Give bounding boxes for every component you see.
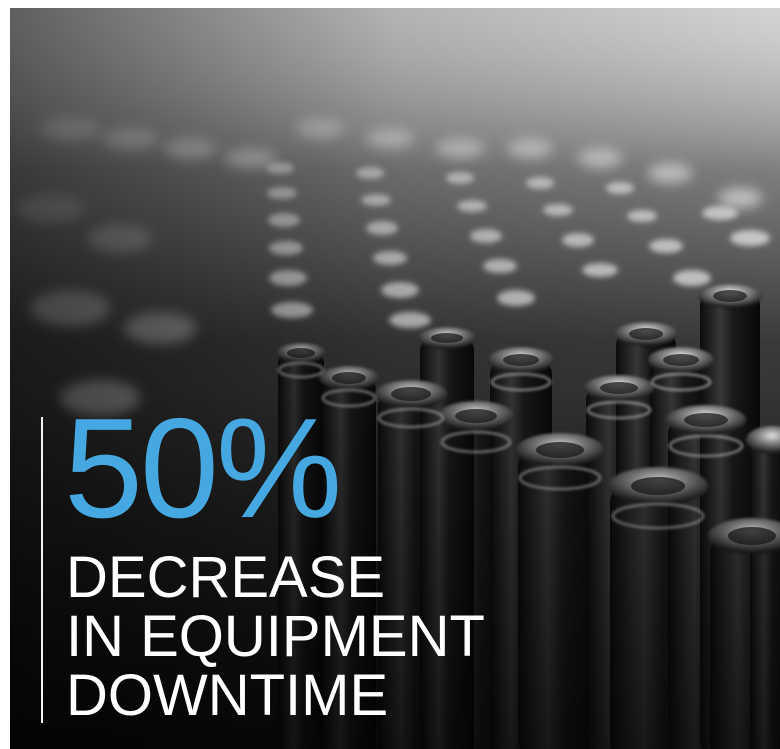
stat-caption-line-3: DOWNTIME (66, 663, 389, 728)
stat-value: 50% (64, 389, 342, 548)
stat-caption-line-1: DECREASE (66, 545, 386, 610)
accent-divider (41, 417, 43, 723)
bottles-photo-illustration (10, 8, 780, 749)
stat-caption: DECREASE IN EQUIPMENT DOWNTIME (66, 548, 485, 725)
stat-caption-line-2: IN EQUIPMENT (66, 604, 485, 669)
background-photo (10, 8, 780, 749)
